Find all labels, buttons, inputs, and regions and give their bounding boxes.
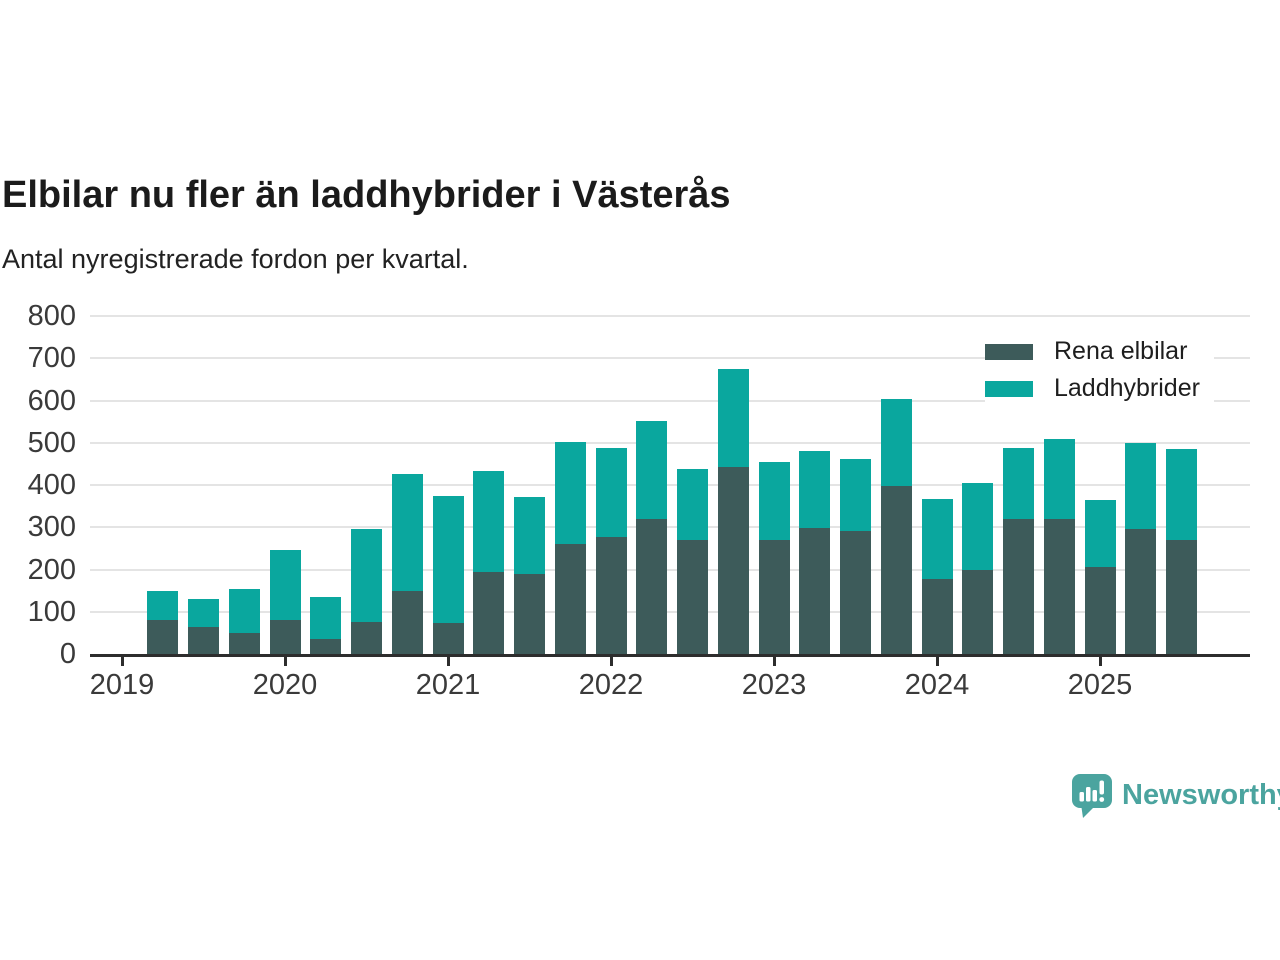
x-axis-tick bbox=[935, 657, 939, 666]
bar-segment-laddhybrider bbox=[188, 599, 219, 627]
page-subtitle: Antal nyregistrerade fordon per kvartal. bbox=[2, 244, 469, 274]
bar-segment-laddhybrider bbox=[473, 471, 505, 572]
bar-segment-rena-elbilar bbox=[1125, 529, 1157, 654]
legend-swatch-rena-elbilar bbox=[985, 343, 1033, 360]
bar-segment-laddhybrider bbox=[554, 442, 586, 545]
grid-line bbox=[90, 399, 1250, 402]
grid-line bbox=[90, 484, 1250, 486]
x-axis-tick bbox=[283, 657, 287, 666]
legend-label: Laddhybrider bbox=[1054, 374, 1200, 402]
bar-segment-laddhybrider bbox=[921, 499, 953, 579]
bar-segment-rena-elbilar bbox=[595, 537, 627, 654]
x-axis-tick bbox=[609, 657, 613, 666]
bar-segment-rena-elbilar bbox=[1003, 518, 1034, 654]
x-tick-label: 2023 bbox=[741, 669, 807, 701]
bar-segment-rena-elbilar bbox=[351, 621, 382, 654]
bar-segment-rena-elbilar bbox=[432, 623, 464, 654]
plot-area bbox=[90, 315, 1250, 654]
y-tick-label: 800 bbox=[27, 300, 76, 332]
bar-segment-laddhybrider bbox=[514, 497, 545, 574]
bar-segment-rena-elbilar bbox=[677, 539, 708, 654]
bar-segment-rena-elbilar bbox=[473, 571, 505, 654]
bar-segment-rena-elbilar bbox=[962, 569, 994, 654]
bar-segment-rena-elbilar bbox=[636, 518, 668, 654]
grid-line bbox=[90, 441, 1250, 444]
bar-segment-laddhybrider bbox=[1043, 439, 1075, 519]
y-tick-label: 500 bbox=[27, 426, 76, 459]
bar-segment-laddhybrider bbox=[758, 461, 790, 540]
grid-line bbox=[90, 526, 1250, 529]
stacked-bar-chart: 0 100 200 300 400 500 600 700 800 2019 2020 2021 202… bbox=[27, 300, 1250, 701]
grid-line bbox=[90, 568, 1250, 571]
x-tick-label: 2020 bbox=[252, 669, 318, 701]
bar-segment-rena-elbilar bbox=[188, 626, 219, 654]
bar-segment-rena-elbilar bbox=[1043, 518, 1075, 654]
bar-segment-laddhybrider bbox=[269, 550, 301, 621]
legend-item-laddhybrider: Laddhybrider bbox=[985, 370, 1200, 407]
bar-segment-laddhybrider bbox=[351, 528, 382, 622]
bar-segment-laddhybrider bbox=[1003, 447, 1034, 519]
x-axis-tick bbox=[1098, 657, 1102, 666]
grid-line bbox=[90, 315, 1250, 317]
bar-segment-laddhybrider bbox=[147, 590, 179, 621]
x-axis-tick bbox=[120, 657, 124, 666]
page-title: Elbilar nu fler än laddhybrider i Väster… bbox=[2, 174, 731, 217]
x-axis-line bbox=[90, 654, 1250, 657]
y-tick-label: 0 bbox=[59, 638, 76, 670]
y-tick-label: 300 bbox=[27, 511, 76, 544]
bar-segment-rena-elbilar bbox=[921, 578, 953, 654]
bar-segment-laddhybrider bbox=[840, 459, 871, 531]
bar-segment-rena-elbilar bbox=[391, 591, 423, 654]
bar-segment-rena-elbilar bbox=[228, 632, 260, 654]
x-tick-label: 2022 bbox=[578, 669, 644, 701]
x-axis-tick bbox=[446, 657, 450, 666]
y-tick-label: 200 bbox=[27, 553, 76, 586]
bar-segment-rena-elbilar bbox=[554, 544, 586, 654]
bar-segment-rena-elbilar bbox=[1166, 539, 1197, 654]
x-tick-label: 2019 bbox=[89, 669, 155, 701]
y-tick-label: 100 bbox=[27, 595, 76, 628]
x-tick-label: 2025 bbox=[1067, 669, 1133, 701]
x-axis-tick bbox=[772, 657, 776, 666]
bar-segment-rena-elbilar bbox=[269, 620, 301, 654]
bar-segment-rena-elbilar bbox=[1084, 566, 1116, 654]
bar-segment-rena-elbilar bbox=[717, 466, 749, 654]
bar-segment-laddhybrider bbox=[1125, 442, 1157, 530]
y-tick-label: 600 bbox=[27, 384, 76, 417]
bar-segment-laddhybrider bbox=[717, 368, 749, 467]
legend-item-rena-elbilar: Rena elbilar bbox=[985, 333, 1200, 370]
bar-segment-laddhybrider bbox=[310, 596, 342, 640]
bar-segment-laddhybrider bbox=[962, 482, 994, 570]
bar-segment-rena-elbilar bbox=[799, 528, 831, 654]
bar-segment-rena-elbilar bbox=[310, 639, 342, 654]
grid-line bbox=[90, 357, 1250, 360]
bar-segment-rena-elbilar bbox=[840, 530, 871, 654]
bar-segment-laddhybrider bbox=[391, 474, 423, 592]
chart-legend: Rena elbilar Laddhybrider bbox=[985, 333, 1214, 409]
newsworthy-branding: Newsworthy bbox=[1072, 774, 1280, 819]
x-tick-label: 2024 bbox=[904, 669, 970, 701]
y-tick-label: 700 bbox=[27, 342, 76, 375]
bar-segment-rena-elbilar bbox=[514, 573, 545, 654]
bar-segment-rena-elbilar bbox=[880, 486, 912, 654]
bar-segment-laddhybrider bbox=[1084, 499, 1116, 567]
legend-swatch-laddhybrider bbox=[985, 380, 1033, 397]
bar-segment-laddhybrider bbox=[432, 496, 464, 624]
legend-label: Rena elbilar bbox=[1054, 337, 1188, 365]
y-tick-label: 400 bbox=[27, 469, 76, 501]
bar-segment-laddhybrider bbox=[799, 451, 831, 529]
x-tick-label: 2021 bbox=[415, 669, 481, 701]
bar-segment-laddhybrider bbox=[880, 399, 912, 487]
bar-segment-laddhybrider bbox=[1166, 449, 1197, 540]
brand-name: Newsworthy bbox=[1122, 779, 1280, 811]
bar-segment-laddhybrider bbox=[595, 447, 627, 538]
grid-line bbox=[90, 610, 1250, 613]
bar-segment-laddhybrider bbox=[636, 421, 668, 519]
bar-segment-laddhybrider bbox=[677, 469, 708, 540]
bar-segment-laddhybrider bbox=[228, 589, 260, 633]
bar-segment-rena-elbilar bbox=[147, 620, 179, 654]
speech-bubble-bar-chart-icon bbox=[1072, 774, 1112, 818]
bar-segment-rena-elbilar bbox=[758, 539, 790, 654]
